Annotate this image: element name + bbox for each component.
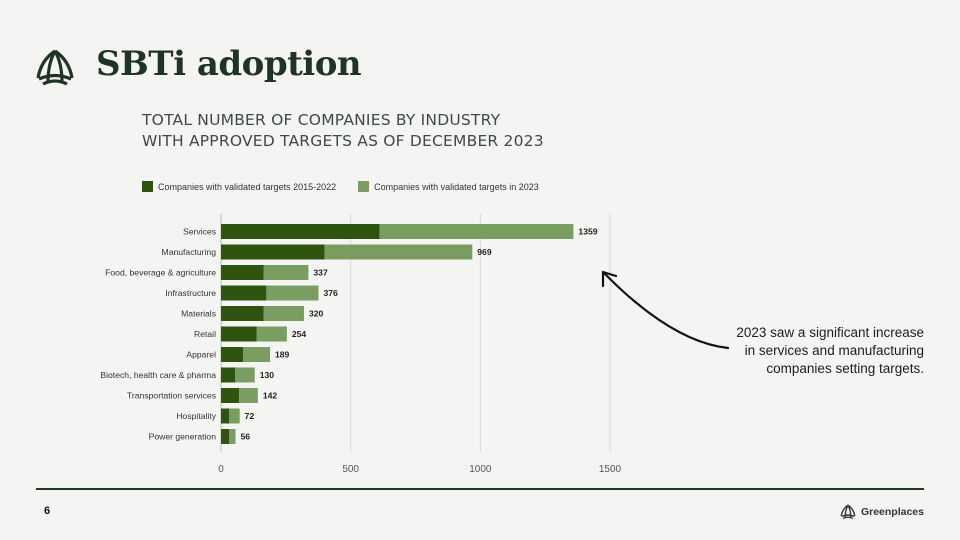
bar-2023 [229, 408, 240, 424]
data-label-total: 337 [313, 268, 328, 278]
bar-2023 [324, 244, 473, 260]
data-label-total: 142 [263, 391, 278, 401]
bar-2023 [239, 388, 258, 403]
greenplaces-small-logo-icon [840, 504, 856, 520]
category-label: Food, beverage & agriculture [105, 268, 216, 278]
data-label-total: 72 [245, 411, 255, 421]
page-number: 6 [44, 505, 51, 517]
annotation-arrow-head-icon [601, 270, 618, 288]
annotation-line-2: in services and manufacturing [744, 343, 924, 358]
greenplaces-logo-icon [36, 49, 74, 86]
chart-title: TOTAL NUMBER OF COMPANIES BY INDUSTRY WI… [142, 110, 544, 152]
chart-title-line-2: WITH APPROVED TARGETS AS OF DECEMBER 202… [142, 132, 544, 150]
category-label: Infrastructure [165, 288, 216, 298]
legend-swatch-dark [142, 181, 153, 192]
x-tick-label: 0 [218, 464, 224, 475]
bar-2023 [266, 285, 319, 301]
legend-label-2015-2022: Companies with validated targets 2015-20… [158, 181, 337, 192]
footer-divider [36, 488, 924, 490]
data-label-total: 320 [309, 309, 324, 319]
chart-legend: Companies with validated targets 2015-20… [142, 181, 561, 192]
category-label: Apparel [186, 350, 216, 360]
bar-2015-2022 [221, 224, 380, 239]
legend-item-2023: Companies with validated targets in 2023 [358, 181, 539, 192]
legend-item-2015-2022: Companies with validated targets 2015-20… [142, 181, 336, 192]
bar-2023 [235, 367, 255, 383]
data-label-total: 1359 [578, 227, 597, 237]
bar-2015-2022 [221, 326, 257, 342]
bar-2015-2022 [221, 244, 325, 260]
bar-2015-2022 [221, 367, 236, 383]
bar-2015-2022 [221, 347, 244, 362]
legend-label-2023: Companies with validated targets in 2023 [374, 181, 539, 192]
category-label: Biotech, health care & pharma [100, 370, 216, 380]
bar-2015-2022 [221, 265, 264, 280]
data-label-total: 254 [292, 329, 307, 339]
bar-2023 [263, 265, 309, 280]
data-label-total: 189 [275, 350, 290, 360]
bar-2023 [229, 429, 236, 444]
category-label: Hospitality [176, 411, 216, 421]
annotation-line-3: companies setting targets. [766, 361, 924, 376]
x-tick-label: 1000 [469, 464, 492, 475]
bar-2015-2022 [221, 306, 264, 321]
bar-2023 [263, 306, 304, 321]
x-tick-label: 500 [342, 464, 359, 475]
category-label: Manufacturing [162, 247, 217, 257]
page-title: SBTi adoption [96, 44, 362, 84]
bar-2023 [379, 224, 574, 239]
data-label-total: 56 [241, 432, 251, 442]
category-label: Power generation [149, 432, 217, 442]
data-label-total: 130 [260, 370, 275, 380]
annotation-line-1: 2023 saw a significant increase [736, 325, 924, 340]
bar-2015-2022 [221, 388, 240, 403]
brand-name: Greenplaces [860, 506, 924, 518]
annotation-arrow [602, 271, 730, 350]
category-label: Services [183, 227, 216, 237]
x-tick-label: 1500 [599, 464, 622, 475]
bar-2023 [243, 347, 271, 362]
legend-swatch-light [358, 181, 370, 192]
data-label-total: 969 [477, 247, 492, 257]
category-label: Transportation services [127, 391, 216, 401]
category-label: Retail [194, 329, 216, 339]
data-label-total: 376 [324, 288, 339, 298]
bar-2023 [256, 326, 287, 342]
footer-brand: Greenplaces [839, 504, 924, 520]
chart-title-line-1: TOTAL NUMBER OF COMPANIES BY INDUSTRY [142, 111, 501, 129]
bar-2015-2022 [221, 408, 230, 424]
category-label: Materials [181, 309, 216, 319]
bar-2015-2022 [221, 285, 267, 301]
bar-2015-2022 [221, 429, 230, 444]
annotation-text: 2023 saw a significant increase in servi… [684, 324, 924, 378]
